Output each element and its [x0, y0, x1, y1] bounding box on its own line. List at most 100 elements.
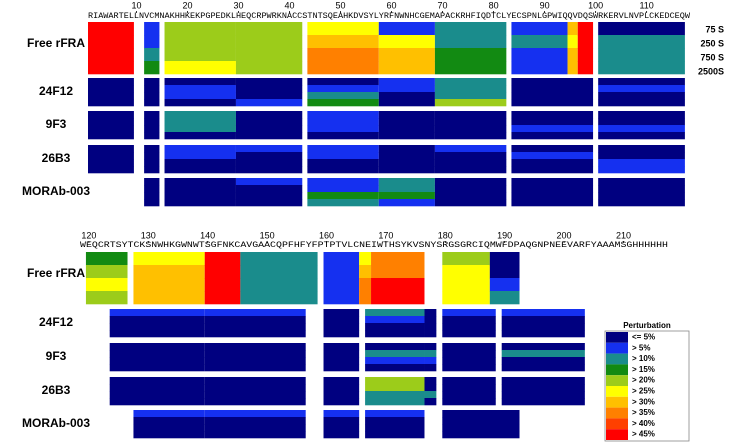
x-tick-label: 40 [285, 0, 295, 10]
heat-cell [307, 85, 379, 93]
heat-cell [442, 316, 496, 324]
heat-cell [442, 384, 496, 392]
x-tick-label: 170 [378, 230, 393, 240]
heat-cell [164, 125, 236, 133]
x-tick-label: 160 [319, 230, 334, 240]
heat-cell [204, 410, 306, 418]
x-tick-label: 150 [260, 230, 275, 240]
heat-cell [204, 431, 306, 439]
heat-cell [109, 316, 205, 324]
heat-cell [511, 48, 568, 62]
heat-cell [365, 424, 425, 432]
heat-cell [567, 48, 578, 62]
x-tick-label: 100 [588, 0, 603, 10]
heat-cell [235, 92, 303, 100]
heat-cell [378, 166, 435, 174]
heat-cell [511, 61, 568, 75]
heat-cell [164, 132, 236, 140]
heat-cell [442, 398, 496, 406]
row-label: 26B3 [42, 383, 71, 397]
heat-cell [511, 99, 594, 107]
heat-cell [434, 85, 507, 93]
heat-cell [88, 132, 134, 140]
heat-cell [511, 85, 594, 93]
heat-cell [501, 309, 585, 317]
heat-cell [204, 309, 306, 317]
heat-cell [109, 384, 205, 392]
heat-cell [434, 92, 507, 100]
sequence: RIAWARTELLNVCMNAKHHKEKPGPEDKLHEQCRPWRKNA… [88, 12, 690, 21]
heat-cell [598, 22, 685, 36]
heat-cell [164, 178, 236, 186]
heat-cell [88, 78, 134, 86]
heat-cell [598, 92, 685, 100]
row-label: Free rFRA [27, 266, 85, 280]
heat-cell [365, 410, 425, 418]
heat-cell [511, 199, 594, 207]
heat-cell [378, 99, 435, 107]
legend-swatch [606, 429, 628, 440]
heat-cell [501, 316, 585, 324]
legend-swatch [606, 342, 628, 354]
legend-label: > 20% [632, 376, 655, 385]
heat-cell [240, 278, 318, 292]
row-label: 9F3 [46, 117, 67, 131]
heat-cell [88, 48, 134, 62]
heat-cell [424, 398, 437, 406]
heat-cell [204, 323, 306, 331]
heat-cell [88, 99, 134, 107]
heat-cell [164, 192, 236, 200]
x-tick-label: 110 [639, 0, 653, 10]
heat-cell [598, 145, 685, 153]
heat-cell [204, 357, 306, 365]
heat-cell [323, 265, 360, 279]
heat-cell [144, 22, 160, 36]
heat-cell [511, 111, 594, 119]
heat-cell [235, 35, 303, 49]
heat-cell [323, 377, 360, 385]
heat-cell [434, 166, 507, 174]
heat-cell [88, 125, 134, 133]
heat-cell [235, 132, 303, 140]
heat-cell [85, 252, 128, 266]
heat-cell [511, 35, 568, 49]
heat-cell [424, 330, 437, 338]
heat-cell [164, 78, 236, 86]
heat-cell [598, 35, 685, 49]
heat-cell [567, 22, 578, 36]
heat-cell [489, 278, 520, 292]
heat-cell [577, 22, 594, 36]
heat-cell [434, 145, 507, 153]
heat-cell [378, 118, 435, 126]
heat-cell [434, 199, 507, 207]
x-tick-label: 30 [233, 0, 243, 10]
heat-cell [204, 316, 306, 324]
heat-cell [307, 111, 379, 119]
heat-cell [359, 291, 372, 305]
heat-cell [598, 185, 685, 193]
heat-cell [307, 22, 379, 36]
heat-cell [307, 192, 379, 200]
heat-cell [371, 252, 425, 266]
heat-cell [164, 61, 236, 75]
heat-cell [501, 357, 585, 365]
heat-cell [109, 357, 205, 365]
heat-cell [501, 323, 585, 331]
heat-cell [164, 166, 236, 174]
heat-cell [365, 391, 425, 399]
heat-cell [204, 391, 306, 399]
x-tick-label: 80 [489, 0, 499, 10]
heat-cell [240, 291, 318, 305]
row-label: 26B3 [42, 151, 71, 165]
heat-cell [511, 159, 594, 167]
row-label: MORAb-003 [22, 416, 90, 430]
heat-cell [511, 178, 594, 186]
heat-cell [109, 330, 205, 338]
heat-cell [235, 178, 303, 186]
heat-cell [365, 364, 425, 372]
heat-cell [164, 22, 236, 36]
heat-cell [577, 35, 594, 49]
heat-cell [442, 357, 496, 365]
heat-cell [85, 278, 128, 292]
